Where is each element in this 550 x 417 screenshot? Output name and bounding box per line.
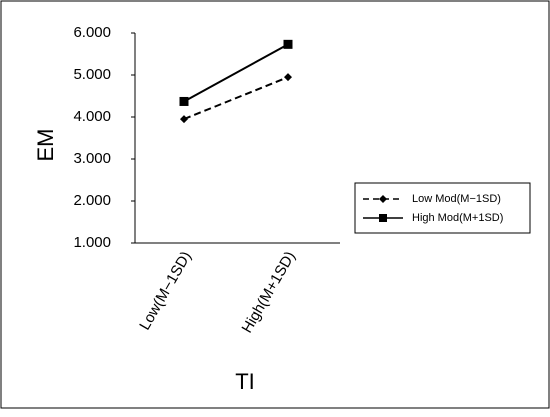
- series-line: [183, 43, 289, 103]
- legend-box: [354, 182, 531, 234]
- legend-marker: [379, 195, 387, 203]
- data-point: [180, 115, 188, 124]
- y-tick-label: 5.000: [73, 66, 111, 83]
- data-point: [283, 39, 293, 49]
- data-point: [179, 96, 189, 106]
- legend-label: Low Mod(M−1SD): [412, 193, 501, 205]
- y-axis-title: EM: [33, 129, 58, 162]
- series-line: [183, 76, 289, 121]
- legend-marker: [379, 214, 387, 222]
- legend-label: High Mod(M+1SD): [412, 212, 503, 224]
- y-tick-label: 6.000: [73, 24, 111, 41]
- y-tick-label: 4.000: [73, 108, 111, 125]
- x-axis-title: TI: [235, 369, 255, 394]
- y-tick-label: 2.000: [73, 192, 111, 209]
- data-point: [284, 73, 292, 82]
- y-tick-label: 1.000: [73, 234, 111, 251]
- y-tick-label: 3.000: [73, 150, 111, 167]
